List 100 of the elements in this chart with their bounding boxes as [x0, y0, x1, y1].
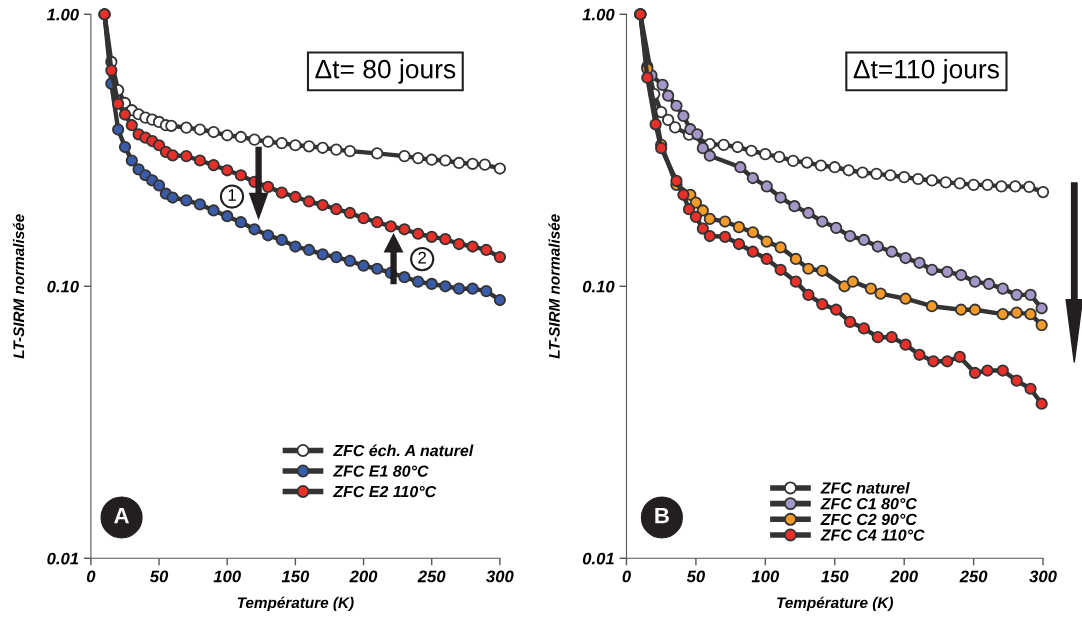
x-axis-title: Température (K): [237, 596, 354, 612]
point: [899, 338, 912, 351]
x-tick-label: 250: [417, 570, 446, 583]
point: [662, 113, 675, 127]
point: [925, 263, 939, 276]
point: [1009, 180, 1022, 193]
point: [105, 64, 118, 77]
point: [357, 259, 370, 272]
x-tick-label: 50: [149, 570, 169, 583]
legend-label: ZFC E2 110°C: [332, 485, 437, 498]
point: [371, 147, 384, 160]
point: [221, 129, 234, 142]
point: [925, 174, 939, 187]
point: [830, 303, 843, 316]
point: [316, 248, 329, 261]
point: [125, 154, 138, 167]
point: [1036, 185, 1050, 199]
point: [411, 227, 425, 240]
point: [732, 221, 746, 234]
point: [180, 194, 193, 207]
point: [691, 128, 704, 141]
point: [760, 252, 773, 266]
point: [913, 256, 926, 269]
point: [677, 188, 690, 201]
point: [717, 138, 730, 152]
point: [703, 212, 716, 225]
point: [760, 180, 773, 193]
point: [466, 282, 479, 295]
point: [842, 164, 855, 177]
point: [302, 195, 316, 208]
point: [112, 97, 125, 110]
legend-label: ZFC C2 90°C: [820, 513, 918, 526]
point: [941, 355, 954, 368]
point: [734, 161, 747, 174]
point: [330, 203, 343, 216]
point: [786, 154, 800, 168]
point: [696, 222, 709, 235]
point: [398, 271, 411, 284]
point: [316, 198, 329, 212]
point: [343, 254, 357, 267]
point: [682, 203, 696, 216]
point: [452, 237, 466, 251]
point: [480, 284, 493, 298]
annotation: B: [655, 507, 669, 524]
point: [814, 159, 827, 172]
point: [493, 293, 506, 307]
point: [1035, 302, 1048, 315]
point: [439, 280, 452, 293]
point: [289, 190, 302, 204]
y-tick-label: 0.01: [47, 552, 79, 565]
point: [802, 262, 815, 275]
x-tick-label: 100: [751, 570, 780, 583]
y-tick-label: 0.01: [582, 552, 614, 565]
point: [452, 282, 466, 295]
point: [857, 233, 871, 247]
point: [955, 268, 968, 282]
point: [884, 169, 897, 182]
point: [289, 139, 302, 152]
x-tick-label: 150: [281, 570, 310, 583]
point: [655, 142, 668, 155]
point: [898, 170, 911, 184]
point: [425, 230, 438, 243]
point: [899, 251, 912, 265]
point: [732, 237, 746, 251]
point: [968, 366, 982, 380]
x-tick-label: 250: [959, 570, 988, 583]
point: [1024, 382, 1037, 395]
point: [864, 282, 877, 295]
point: [1010, 306, 1023, 319]
point: [302, 140, 316, 153]
point: [493, 251, 506, 264]
point: [452, 156, 466, 170]
point: [746, 245, 759, 258]
point: [411, 275, 425, 288]
point: [125, 119, 138, 132]
point: [371, 262, 384, 275]
point: [207, 158, 220, 172]
point: [689, 210, 703, 223]
point: [802, 206, 815, 220]
point: [118, 140, 132, 154]
x-axis-title: Température (K): [777, 596, 894, 612]
point: [816, 264, 829, 277]
point: [112, 123, 125, 136]
point: [425, 153, 438, 166]
point: [1023, 180, 1036, 193]
point: [478, 158, 492, 171]
point: [746, 171, 759, 185]
point: [885, 245, 898, 258]
annotation: Δt= 80 jours: [315, 59, 456, 84]
y-tick-label: 0.10: [47, 280, 79, 293]
point: [885, 331, 898, 344]
point: [774, 241, 787, 254]
point: [746, 226, 759, 239]
point: [703, 149, 716, 162]
point: [874, 287, 887, 300]
point: [773, 150, 786, 164]
point: [289, 240, 302, 253]
x-tick-label: 200: [890, 570, 918, 583]
point: [899, 292, 912, 305]
point: [670, 174, 683, 188]
